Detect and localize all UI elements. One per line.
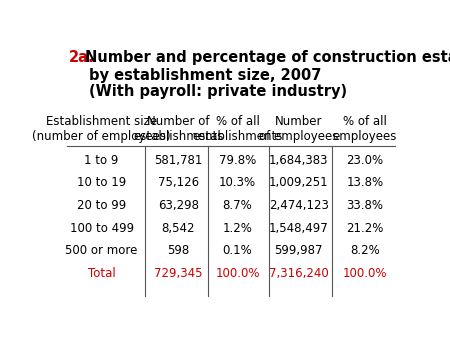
Text: 8.7%: 8.7% <box>223 199 252 212</box>
Text: 2,474,123: 2,474,123 <box>269 199 328 212</box>
Text: 33.8%: 33.8% <box>346 199 383 212</box>
Text: 729,345: 729,345 <box>154 267 202 280</box>
Text: 8,542: 8,542 <box>162 222 195 235</box>
Text: % of all
employees: % of all employees <box>333 115 397 143</box>
Text: 1,009,251: 1,009,251 <box>269 176 328 189</box>
Text: % of all
establishments: % of all establishments <box>193 115 283 143</box>
Text: 8.2%: 8.2% <box>350 244 380 257</box>
Text: 7,316,240: 7,316,240 <box>269 267 328 280</box>
Text: Establishment size
(number of employees): Establishment size (number of employees) <box>32 115 171 143</box>
Text: 75,126: 75,126 <box>158 176 199 189</box>
Text: 21.2%: 21.2% <box>346 222 383 235</box>
Text: by establishment size, 2007: by establishment size, 2007 <box>90 68 322 83</box>
Text: 63,298: 63,298 <box>158 199 199 212</box>
Text: 23.0%: 23.0% <box>346 154 383 167</box>
Text: 10 to 19: 10 to 19 <box>77 176 126 189</box>
Text: 79.8%: 79.8% <box>219 154 256 167</box>
Text: 100 to 499: 100 to 499 <box>70 222 134 235</box>
Text: 1 to 9: 1 to 9 <box>85 154 119 167</box>
Text: (With payroll: private industry): (With payroll: private industry) <box>90 83 347 98</box>
Text: Number and percentage of construction establishments and employees,: Number and percentage of construction es… <box>85 50 450 65</box>
Text: Number of
establishments: Number of establishments <box>133 115 224 143</box>
Text: 100.0%: 100.0% <box>342 267 387 280</box>
Text: 581,781: 581,781 <box>154 154 202 167</box>
Text: Number
of employees: Number of employees <box>259 115 338 143</box>
Text: 1.2%: 1.2% <box>223 222 252 235</box>
Text: 599,987: 599,987 <box>274 244 323 257</box>
Text: 20 to 99: 20 to 99 <box>77 199 126 212</box>
Text: 0.1%: 0.1% <box>223 244 252 257</box>
Text: 500 or more: 500 or more <box>65 244 138 257</box>
Text: 1,684,383: 1,684,383 <box>269 154 328 167</box>
Text: 13.8%: 13.8% <box>346 176 383 189</box>
Text: 1,548,497: 1,548,497 <box>269 222 328 235</box>
Text: 100.0%: 100.0% <box>216 267 260 280</box>
Text: Total: Total <box>88 267 116 280</box>
Text: 598: 598 <box>167 244 189 257</box>
Text: 10.3%: 10.3% <box>219 176 256 189</box>
Text: 2a.: 2a. <box>68 50 94 65</box>
